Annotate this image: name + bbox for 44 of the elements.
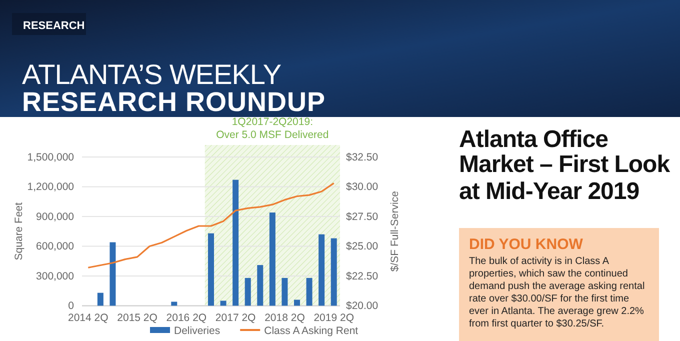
legend-label: Class A Asking Rent <box>264 325 358 337</box>
bar <box>171 302 178 306</box>
y2-tick-label: $20.00 <box>346 300 378 312</box>
text: RESEARCH ROUNDUP <box>22 87 326 117</box>
text: ATLANTA’S WEEKLY <box>22 59 282 90</box>
x-tick-label: 2015 2Q <box>117 312 158 324</box>
bar <box>318 234 325 306</box>
text: RESEARCH <box>23 20 85 32</box>
y2-tick-label: $32.50 <box>346 151 378 164</box>
bar <box>294 300 300 306</box>
x-tick-label: 2019 2Q <box>314 312 354 324</box>
bar <box>110 242 116 306</box>
bar <box>208 233 214 306</box>
y2-tick-label: $27.50 <box>346 210 378 223</box>
y-tick-label: 1,500,000 <box>27 151 74 164</box>
legend-label: Deliveries <box>174 325 220 337</box>
line-series <box>87 182 335 268</box>
y-tick-label: 600,000 <box>36 240 74 253</box>
bar <box>330 238 337 306</box>
bar <box>244 278 251 306</box>
bar <box>269 212 276 306</box>
bar <box>306 278 312 306</box>
bar <box>257 265 264 306</box>
y2-tick-label: $22.50 <box>346 270 378 282</box>
y-tick-label: 900,000 <box>36 210 74 223</box>
text: The bulk of activity is in Class A properties, which saw the continued demand push the average asking rental rate over $30.00/SF for the first time ever in Atlanta. The average grew 2.2% from first quarter to $30.25/SF. <box>469 256 645 330</box>
text: 1Q2017-2Q2019: Over 5.0 MSF Delivered <box>216 116 329 141</box>
x-tick-label: 2018 2Q <box>264 312 305 324</box>
y-axis-title: Square Feet <box>13 202 25 260</box>
bar <box>97 292 104 306</box>
x-tick-label: 2016 2Q <box>166 312 207 324</box>
y2-tick-label: $30.00 <box>346 181 378 194</box>
bar <box>282 278 288 306</box>
x-tick-label: 2017 2Q <box>215 312 256 324</box>
y2-axis-title: $/SF Full-Service <box>389 190 401 272</box>
y-tick-label: 300,000 <box>36 270 74 282</box>
bar <box>232 180 239 306</box>
text: Atlanta Office Market – First Look at Mid-Year 2019 <box>459 126 671 205</box>
y2-tick-label: $25.00 <box>346 240 378 253</box>
x-tick-label: 2014 2Q <box>68 312 108 324</box>
text: DID YOU KNOW <box>469 236 584 253</box>
y-tick-label: 0 <box>68 300 74 312</box>
bar <box>220 300 226 306</box>
y-tick-label: 1,200,000 <box>27 181 74 194</box>
